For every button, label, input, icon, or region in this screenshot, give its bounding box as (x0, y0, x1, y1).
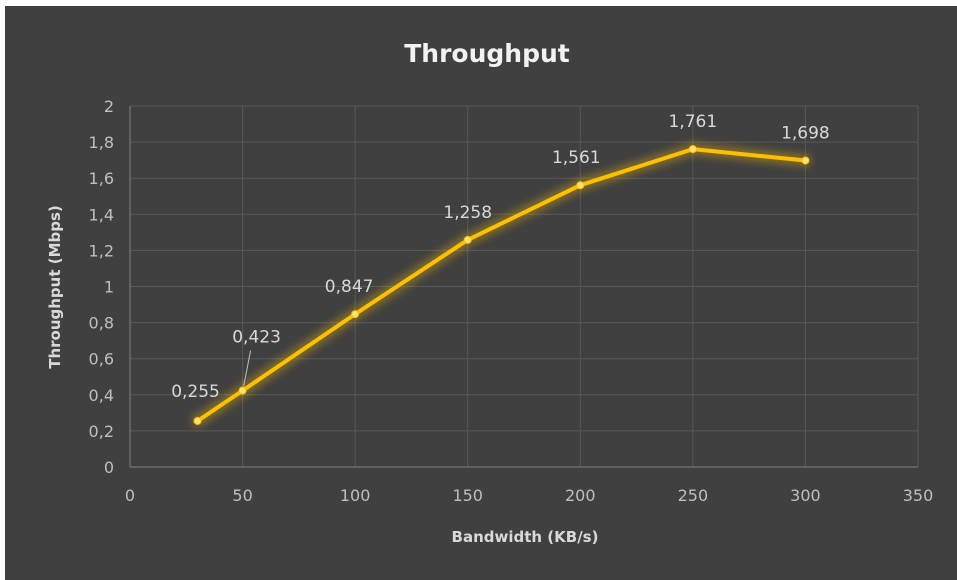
data-labels: 0,255 0,423 0,847 1,258 1,561 1,761 1,698 (171, 112, 830, 402)
y-tick-label: 1 (104, 278, 114, 297)
y-tick-label: 2 (104, 97, 114, 116)
data-point (238, 386, 247, 395)
tick-labels: 0 0,2 0,4 0,6 0,8 1 1,2 1,4 1,6 1,8 2 0 50 100 150 200 2… (89, 97, 934, 505)
y-tick-label: 0,2 (89, 422, 114, 441)
y-tick-label: 1,2 (89, 241, 114, 260)
x-tick-label: 200 (565, 486, 596, 505)
data-label: 1,698 (781, 124, 830, 144)
data-label: 1,561 (552, 148, 601, 168)
data-point (688, 145, 697, 154)
grid-lines (130, 105, 919, 467)
chart-svg: Throughput 0 0,2 0,4 0,6 0,8 1 1,2 1,4 1,6 1,8 2 0 5… (46, 39, 934, 546)
x-tick-label: 50 (232, 486, 252, 505)
y-tick-label: 1,4 (89, 205, 114, 224)
data-label: 1,258 (443, 203, 492, 223)
y-tick-label: 1,6 (89, 169, 114, 188)
x-tick-label: 250 (678, 486, 709, 505)
series-glow (191, 143, 812, 427)
y-tick-label: 0 (104, 458, 114, 477)
y-tick-label: 0,4 (89, 386, 114, 405)
x-axis-title: Bandwidth (KB/s) (452, 528, 599, 546)
data-label: 1,761 (669, 112, 718, 132)
y-tick-label: 1,8 (89, 133, 114, 152)
data-label: 0,255 (171, 382, 220, 402)
data-point (576, 181, 585, 190)
x-tick-label: 350 (903, 486, 934, 505)
series-layer (191, 143, 812, 427)
label-leader-line (243, 350, 252, 387)
x-tick-label: 100 (340, 486, 371, 505)
x-tick-label: 150 (452, 486, 483, 505)
chart-title: Throughput (404, 39, 570, 68)
data-label: 0,847 (325, 277, 374, 297)
x-tick-label: 300 (790, 486, 821, 505)
y-tick-label: 0,8 (89, 314, 114, 333)
data-point (351, 310, 360, 319)
y-tick-label: 0,6 (89, 350, 114, 369)
y-axis-title: Throughput (Mbps) (46, 205, 64, 369)
data-point (463, 235, 472, 244)
data-point (801, 156, 810, 165)
data-point (193, 416, 202, 425)
axes (129, 106, 918, 468)
chart-area: Throughput 0 0,2 0,4 0,6 0,8 1 1,2 1,4 1,6 1,8 2 0 5… (5, 6, 957, 580)
series-line (195, 147, 808, 423)
data-label: 0,423 (232, 328, 281, 348)
x-tick-label: 0 (125, 486, 135, 505)
